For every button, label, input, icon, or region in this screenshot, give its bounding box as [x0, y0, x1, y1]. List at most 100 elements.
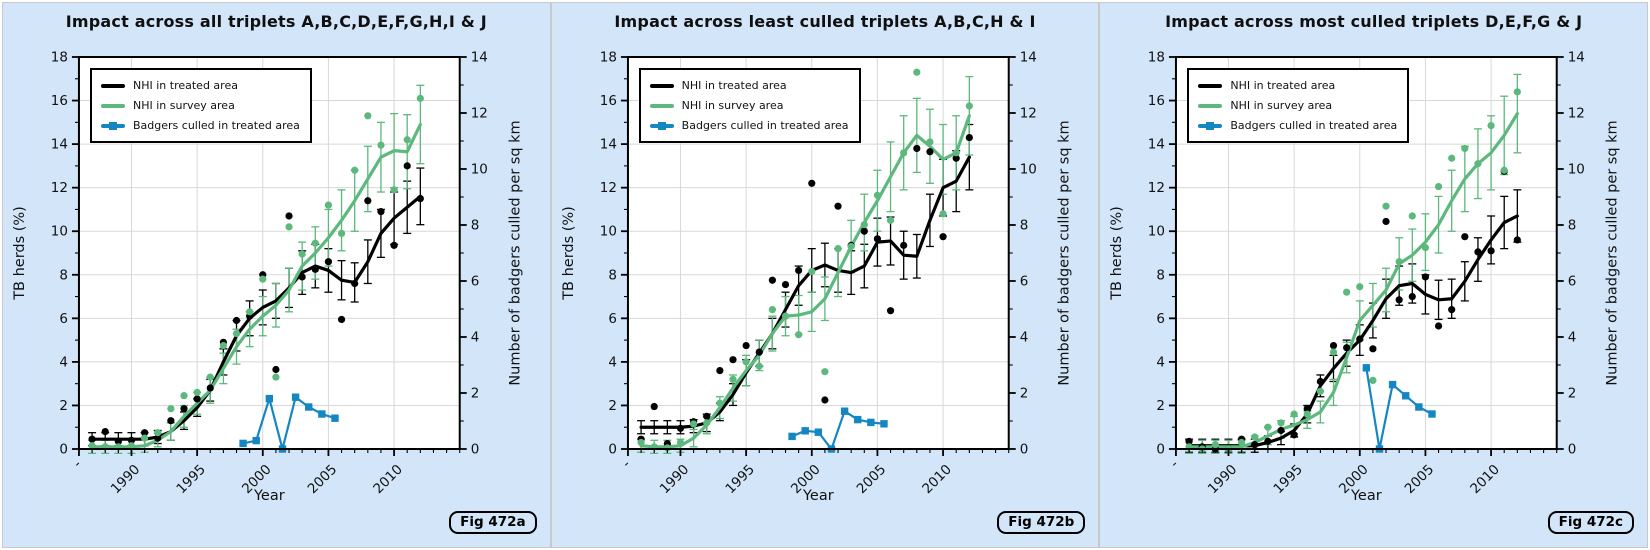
legend-item-survey: NHI in survey area	[1198, 97, 1397, 114]
svg-text:2: 2	[1157, 398, 1166, 414]
svg-text:12: 12	[599, 180, 616, 196]
survey-trend-line	[639, 114, 971, 449]
svg-text:2005: 2005	[1402, 462, 1438, 498]
chart-title: Impact across all triplets A,B,C,D,E,F,G…	[65, 12, 487, 31]
legend-item-survey: NHI in survey area	[101, 97, 300, 114]
svg-text:14: 14	[1568, 49, 1585, 65]
fig-label: Fig 472c	[1547, 511, 1635, 534]
treated-line-swatch-icon	[1198, 83, 1223, 88]
survey-points	[88, 94, 424, 451]
svg-text:10: 10	[1148, 224, 1165, 240]
svg-text:10: 10	[1019, 161, 1036, 177]
svg-text:6: 6	[471, 273, 480, 289]
plot-border	[1175, 56, 1559, 450]
chart-legend: NHI in treated area NHI in survey area B…	[1187, 68, 1410, 143]
svg-text:2010: 2010	[370, 462, 406, 498]
svg-text:16: 16	[1148, 93, 1165, 109]
svg-text:8: 8	[608, 267, 617, 283]
svg-text:8: 8	[471, 217, 480, 233]
treated-points	[637, 133, 973, 448]
svg-text:12: 12	[1148, 180, 1165, 196]
svg-text:14: 14	[471, 49, 488, 65]
x-tick-labels: -1990 1995 2000 2005 2010	[70, 456, 406, 497]
svg-text:8: 8	[59, 267, 68, 283]
chart-title: Impact across most culled triplets D,E,F…	[1165, 12, 1583, 31]
survey-line-swatch-icon	[101, 103, 125, 108]
x-tick-labels: -1990 1995 2000 2005 2010	[619, 456, 955, 497]
fig-label: Fig 472b	[997, 511, 1086, 534]
svg-text:12: 12	[1568, 105, 1585, 121]
svg-text:12: 12	[1019, 105, 1036, 121]
svg-text:8: 8	[1157, 267, 1166, 283]
svg-text:8: 8	[1019, 217, 1028, 233]
chart-legend: NHI in treated area NHI in survey area B…	[90, 68, 312, 143]
legend-item-culled: Badgers culled in treated area	[1198, 117, 1397, 134]
legend-item-treated: NHI in treated area	[101, 77, 300, 94]
svg-text:6: 6	[59, 311, 68, 327]
svg-text:10: 10	[51, 224, 68, 240]
y-right-tick-labels: 0 2 4 6 8 10 12 14	[1568, 49, 1585, 457]
culled-line-swatch-icon	[1198, 121, 1223, 130]
svg-text:12: 12	[51, 180, 68, 196]
svg-text:14: 14	[1019, 49, 1036, 65]
survey-trend-line	[90, 122, 422, 449]
legend-label: NHI in survey area	[133, 99, 235, 112]
culled-line-swatch-icon	[101, 121, 125, 130]
y-left-tick-labels: 0 2 4 6 8 10 12 14 16 18	[51, 49, 68, 457]
svg-text:1990: 1990	[1205, 462, 1241, 498]
svg-text:4: 4	[471, 329, 480, 345]
svg-text:0: 0	[608, 441, 617, 457]
axis-ticks	[1169, 56, 1565, 456]
svg-text:18: 18	[1148, 49, 1165, 65]
svg-text:0: 0	[471, 441, 480, 457]
svg-text:0: 0	[1019, 441, 1028, 457]
svg-text:8: 8	[1568, 217, 1577, 233]
svg-text:2005: 2005	[305, 462, 341, 498]
square-marker-icon	[657, 121, 666, 130]
survey-line-swatch-icon	[1198, 103, 1223, 108]
svg-text:12: 12	[471, 105, 488, 121]
y-left-axis-label: TB herds (%)	[561, 206, 577, 301]
x-axis-label: Year	[253, 488, 285, 504]
legend-item-treated: NHI in treated area	[649, 77, 849, 94]
svg-text:2005: 2005	[853, 462, 889, 498]
survey-points	[637, 68, 973, 452]
svg-text:2: 2	[1568, 385, 1577, 401]
svg-text:14: 14	[599, 137, 616, 153]
svg-text:10: 10	[471, 161, 488, 177]
svg-text:4: 4	[1157, 354, 1166, 370]
svg-text:-: -	[619, 456, 634, 471]
svg-text:14: 14	[1148, 137, 1165, 153]
svg-text:2: 2	[59, 398, 68, 414]
svg-text:0: 0	[1568, 441, 1577, 457]
survey-line-swatch-icon	[649, 103, 674, 108]
svg-text:-: -	[1167, 456, 1182, 471]
fig-label: Fig 472a	[449, 511, 537, 534]
svg-text:4: 4	[59, 354, 68, 370]
legend-label: Badgers culled in treated area	[681, 119, 849, 132]
treated-line-swatch-icon	[101, 83, 125, 88]
square-marker-icon	[1206, 121, 1215, 130]
svg-text:6: 6	[608, 311, 617, 327]
svg-text:0: 0	[1157, 441, 1166, 457]
svg-text:6: 6	[1157, 311, 1166, 327]
svg-text:6: 6	[1019, 273, 1028, 289]
y-right-tick-labels: 0 2 4 6 8 10 12 14	[471, 49, 488, 457]
svg-text:2: 2	[608, 398, 617, 414]
y-right-tick-labels: 0 2 4 6 8 10 12 14	[1019, 49, 1036, 457]
axis-ticks	[71, 56, 467, 456]
svg-text:2: 2	[471, 385, 480, 401]
svg-text:-: -	[70, 456, 85, 471]
y-left-axis-label: TB herds (%)	[12, 206, 28, 301]
svg-text:4: 4	[608, 354, 617, 370]
svg-text:1995: 1995	[173, 462, 209, 498]
svg-text:10: 10	[1568, 161, 1585, 177]
survey-points	[1185, 88, 1522, 453]
square-marker-icon	[109, 121, 117, 130]
legend-label: NHI in treated area	[133, 79, 238, 92]
culled-line-swatch-icon	[649, 121, 674, 130]
